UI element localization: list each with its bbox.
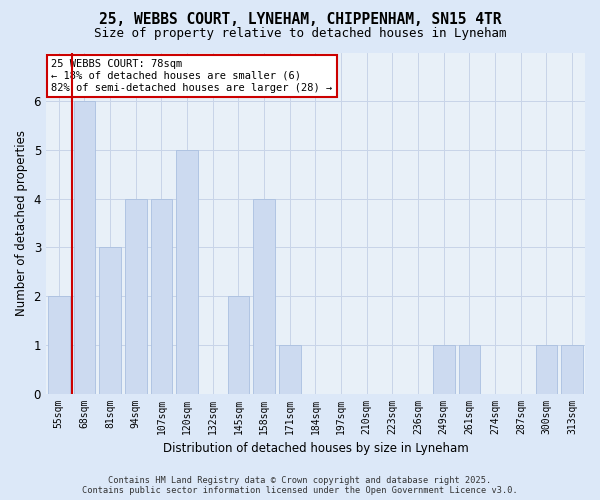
Bar	[536, 345, 557, 394]
Bar	[125, 198, 146, 394]
Bar	[227, 296, 250, 394]
Bar	[176, 150, 198, 394]
Bar	[561, 345, 583, 394]
Text: Size of property relative to detached houses in Lyneham: Size of property relative to detached ho…	[94, 28, 506, 40]
Bar	[433, 345, 455, 394]
Text: 25 WEBBS COURT: 78sqm
← 18% of detached houses are smaller (6)
82% of semi-detac: 25 WEBBS COURT: 78sqm ← 18% of detached …	[52, 60, 332, 92]
X-axis label: Distribution of detached houses by size in Lyneham: Distribution of detached houses by size …	[163, 442, 469, 455]
Text: 25, WEBBS COURT, LYNEHAM, CHIPPENHAM, SN15 4TR: 25, WEBBS COURT, LYNEHAM, CHIPPENHAM, SN…	[99, 12, 501, 28]
Bar	[279, 345, 301, 394]
Bar	[458, 345, 481, 394]
Y-axis label: Number of detached properties: Number of detached properties	[15, 130, 28, 316]
Bar	[151, 198, 172, 394]
Bar	[74, 101, 95, 394]
Bar	[99, 248, 121, 394]
Text: Contains HM Land Registry data © Crown copyright and database right 2025.
Contai: Contains HM Land Registry data © Crown c…	[82, 476, 518, 495]
Bar	[48, 296, 70, 394]
Bar	[253, 198, 275, 394]
